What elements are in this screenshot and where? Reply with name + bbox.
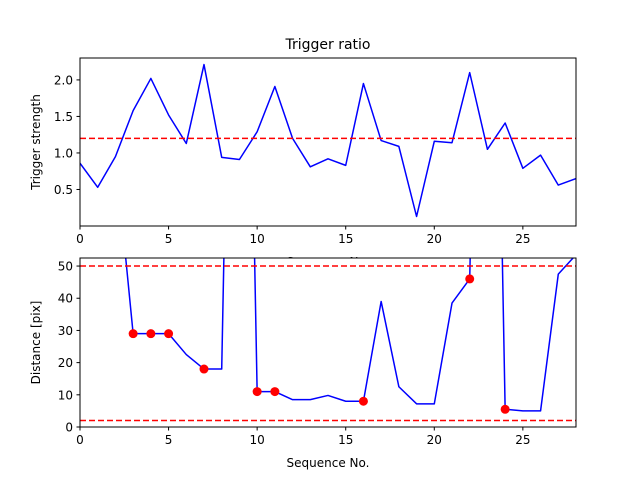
distance-marker-point bbox=[146, 329, 156, 339]
distance-marker-point bbox=[500, 404, 510, 414]
distance-chart: 0 5 10 15 20 25 0 10 20 30 40 50 Sequence No. Distanc… bbox=[29, 257, 577, 470]
distance-marker-point bbox=[465, 274, 475, 284]
distance-y-tick-label: 30 bbox=[58, 324, 73, 338]
distance-y-tick-label: 40 bbox=[58, 292, 73, 306]
trigger-y-tick-label: 1.0 bbox=[54, 146, 73, 160]
distance-marker-point bbox=[164, 329, 174, 339]
distance-marker-point bbox=[128, 329, 138, 339]
distance-plot-area bbox=[80, 258, 576, 427]
trigger-series-line bbox=[80, 63, 576, 218]
distance-x-tick-label: 20 bbox=[427, 433, 442, 447]
distance-y-tick-label: 10 bbox=[58, 388, 73, 402]
trigger-y-tick-label: 2.0 bbox=[54, 73, 73, 87]
trigger-y-tick-label: 0.5 bbox=[54, 183, 73, 197]
distance-marker-point bbox=[199, 364, 209, 374]
distance-axes-frame bbox=[79, 257, 577, 428]
distance-x-tick-label: 25 bbox=[515, 433, 530, 447]
trigger-x-tick-label: 20 bbox=[427, 232, 442, 246]
distance-x-axis-label: Sequence No. bbox=[287, 456, 370, 470]
distance-y-axis-label: Distance [pix] bbox=[29, 301, 43, 385]
distance-series-line bbox=[124, 258, 575, 412]
trigger-y-tick-label: 1.5 bbox=[54, 110, 73, 124]
trigger-axes-frame bbox=[79, 57, 577, 227]
distance-marker-point bbox=[252, 387, 262, 397]
distance-x-tick-label: 5 bbox=[165, 433, 173, 447]
distance-marker-point bbox=[270, 387, 280, 397]
trigger-chart-title: Trigger ratio bbox=[284, 37, 370, 53]
distance-y-tick-label: 0 bbox=[65, 421, 73, 435]
distance-y-tick-label: 50 bbox=[58, 260, 73, 274]
distance-x-tick-label: 10 bbox=[250, 433, 265, 447]
trigger-x-tick-label: 5 bbox=[165, 232, 173, 246]
trigger-x-tick-label: 0 bbox=[76, 232, 84, 246]
trigger-x-tick-label: 15 bbox=[338, 232, 353, 246]
trigger-x-tick-label: 10 bbox=[250, 232, 265, 246]
trigger-x-tick-label: 25 bbox=[515, 232, 530, 246]
distance-y-tick-label: 20 bbox=[58, 356, 73, 370]
distance-marker-point bbox=[358, 396, 368, 406]
distance-x-tick-label: 15 bbox=[338, 433, 353, 447]
distance-x-tick-label: 0 bbox=[76, 433, 84, 447]
trigger-y-axis-label: Trigger strength bbox=[29, 94, 43, 191]
trigger-plot-area bbox=[80, 58, 576, 226]
